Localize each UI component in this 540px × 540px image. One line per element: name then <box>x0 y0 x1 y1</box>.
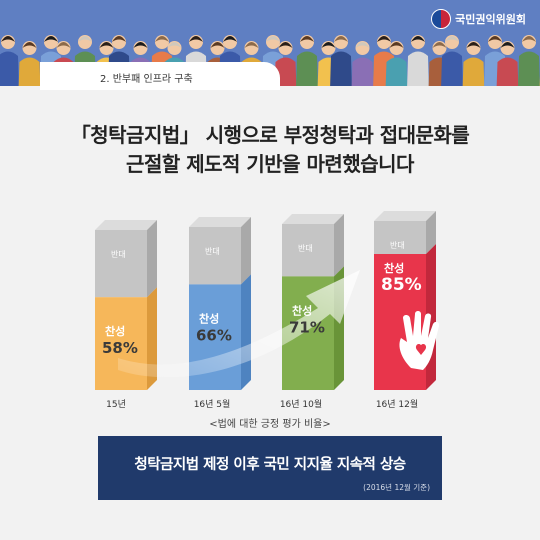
oppose-segment <box>282 224 334 277</box>
summary-banner: 청탁금지법 제정 이후 국민 지지율 지속적 상승 (2016년 12월 기준) <box>98 436 442 500</box>
headline-line-2: 근절할 제도적 기반을 마련했습니다 <box>126 152 414 176</box>
oppose-side <box>426 211 436 254</box>
organization-logo: 국민권익위원회 <box>431 9 526 29</box>
hand-heart-icon <box>399 311 440 370</box>
oppose-side <box>241 217 251 285</box>
trend-arrow <box>118 270 360 378</box>
value-label: 66% <box>196 326 232 344</box>
oppose-segment <box>95 230 147 298</box>
oppose-label: 반대 <box>298 244 313 253</box>
support-label: 찬성 <box>105 324 125 338</box>
value-label: 85% <box>381 275 422 295</box>
support-label: 찬성 <box>199 311 219 325</box>
bar-top <box>95 220 157 230</box>
oppose-side <box>147 220 157 298</box>
value-label: 58% <box>102 339 138 357</box>
organization-name: 국민권익위원회 <box>455 13 526 26</box>
support-label: 찬성 <box>292 303 312 317</box>
oppose-label: 반대 <box>205 247 220 256</box>
headline-line-1: 「청탁금지법」 시행으로 부정청탁과 접대문화를 <box>70 123 470 147</box>
support-label: 찬성 <box>384 261 404 275</box>
oppose-segment <box>189 227 241 285</box>
section-label: 2. 반부패 인프라 구축 <box>100 74 193 85</box>
section-tab <box>40 62 280 90</box>
support-side <box>241 274 251 390</box>
oppose-label: 반대 <box>390 241 405 250</box>
category-label: 15년 <box>106 399 126 410</box>
category-label: 16년 5월 <box>194 398 231 410</box>
taegeuk-icon <box>431 9 452 29</box>
category-label: 16년 12월 <box>376 398 418 410</box>
bar-top <box>189 217 251 227</box>
value-label: 71% <box>289 318 325 336</box>
oppose-label: 반대 <box>111 250 126 259</box>
summary-title: 청탁금지법 제정 이후 국민 지지율 지속적 상승 <box>134 457 406 473</box>
bar-top <box>374 211 436 221</box>
oppose-segment <box>374 221 426 254</box>
bar-1 <box>189 217 251 390</box>
bar-top <box>282 214 344 224</box>
oppose-side <box>334 214 344 277</box>
category-label: 16년 10월 <box>280 398 322 410</box>
chart-caption: <법에 대한 긍정 평가 비율> <box>209 419 331 430</box>
summary-note: (2016년 12월 기준) <box>363 483 430 492</box>
